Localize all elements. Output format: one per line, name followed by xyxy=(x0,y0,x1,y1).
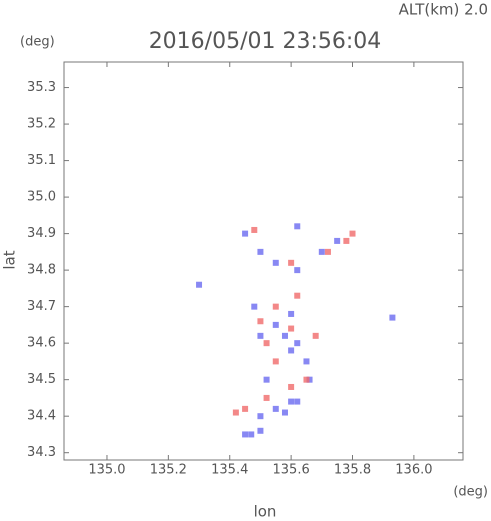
data-point xyxy=(251,303,258,310)
x-tick-label: 135.4 xyxy=(211,463,248,478)
x-tick-label: 135.0 xyxy=(88,463,125,478)
data-point xyxy=(272,405,279,412)
data-point xyxy=(303,376,310,383)
data-point xyxy=(257,413,264,420)
data-point xyxy=(257,332,264,339)
x-tick-label: 136.0 xyxy=(395,463,432,478)
y-tick-label: 34.3 xyxy=(27,445,56,460)
y-tick-label: 34.5 xyxy=(27,372,56,387)
data-point xyxy=(288,259,295,266)
y-tick-label: 34.6 xyxy=(27,336,56,351)
data-point xyxy=(242,431,249,438)
data-point xyxy=(196,281,203,288)
y-tick-label: 34.7 xyxy=(27,299,56,314)
data-point xyxy=(263,376,270,383)
data-point xyxy=(318,248,325,255)
x-axis-label: lon xyxy=(254,503,277,521)
data-point xyxy=(272,303,279,310)
data-point xyxy=(349,230,356,237)
data-point xyxy=(294,340,301,347)
data-point xyxy=(294,398,301,405)
data-point xyxy=(251,226,258,233)
plot-frame xyxy=(63,61,464,461)
y-tick-label: 35.3 xyxy=(27,80,56,95)
x-unit: (deg) xyxy=(453,485,488,500)
data-point xyxy=(242,230,249,237)
data-point xyxy=(312,332,319,339)
x-tick-label: 135.8 xyxy=(334,463,371,478)
data-point xyxy=(263,340,270,347)
y-tick-label: 35.2 xyxy=(27,117,56,132)
y-tick-label: 34.4 xyxy=(27,409,56,424)
data-point xyxy=(288,347,295,354)
data-point xyxy=(248,431,255,438)
data-point xyxy=(257,427,264,434)
data-point xyxy=(257,318,264,325)
y-axis-label: lat xyxy=(1,250,19,269)
data-point xyxy=(272,321,279,328)
x-tick-label: 135.2 xyxy=(150,463,187,478)
data-point xyxy=(288,325,295,332)
data-point xyxy=(324,248,331,255)
data-point xyxy=(272,358,279,365)
data-point xyxy=(389,314,396,321)
y-tick-label: 34.8 xyxy=(27,263,56,278)
data-point xyxy=(306,376,313,383)
data-point xyxy=(334,237,341,244)
data-point xyxy=(281,409,288,416)
data-point xyxy=(272,259,279,266)
y-tick-label: 34.9 xyxy=(27,226,56,241)
data-point xyxy=(257,248,264,255)
data-point xyxy=(242,405,249,412)
data-point xyxy=(232,409,239,416)
data-point xyxy=(288,310,295,317)
data-point xyxy=(294,223,301,230)
altitude-label: ALT(km) 2.0 xyxy=(399,1,488,19)
data-point xyxy=(288,383,295,390)
data-point xyxy=(303,358,310,365)
y-tick-label: 35.0 xyxy=(27,190,56,205)
data-point xyxy=(294,267,301,274)
data-point xyxy=(294,292,301,299)
data-point xyxy=(288,398,295,405)
x-tick-label: 135.6 xyxy=(273,463,310,478)
chart-title: 2016/05/01 23:56:04 xyxy=(149,29,382,54)
y-tick-label: 35.1 xyxy=(27,153,56,168)
data-point xyxy=(263,394,270,401)
data-point xyxy=(343,237,350,244)
y-unit: (deg) xyxy=(20,35,55,50)
data-point xyxy=(281,332,288,339)
